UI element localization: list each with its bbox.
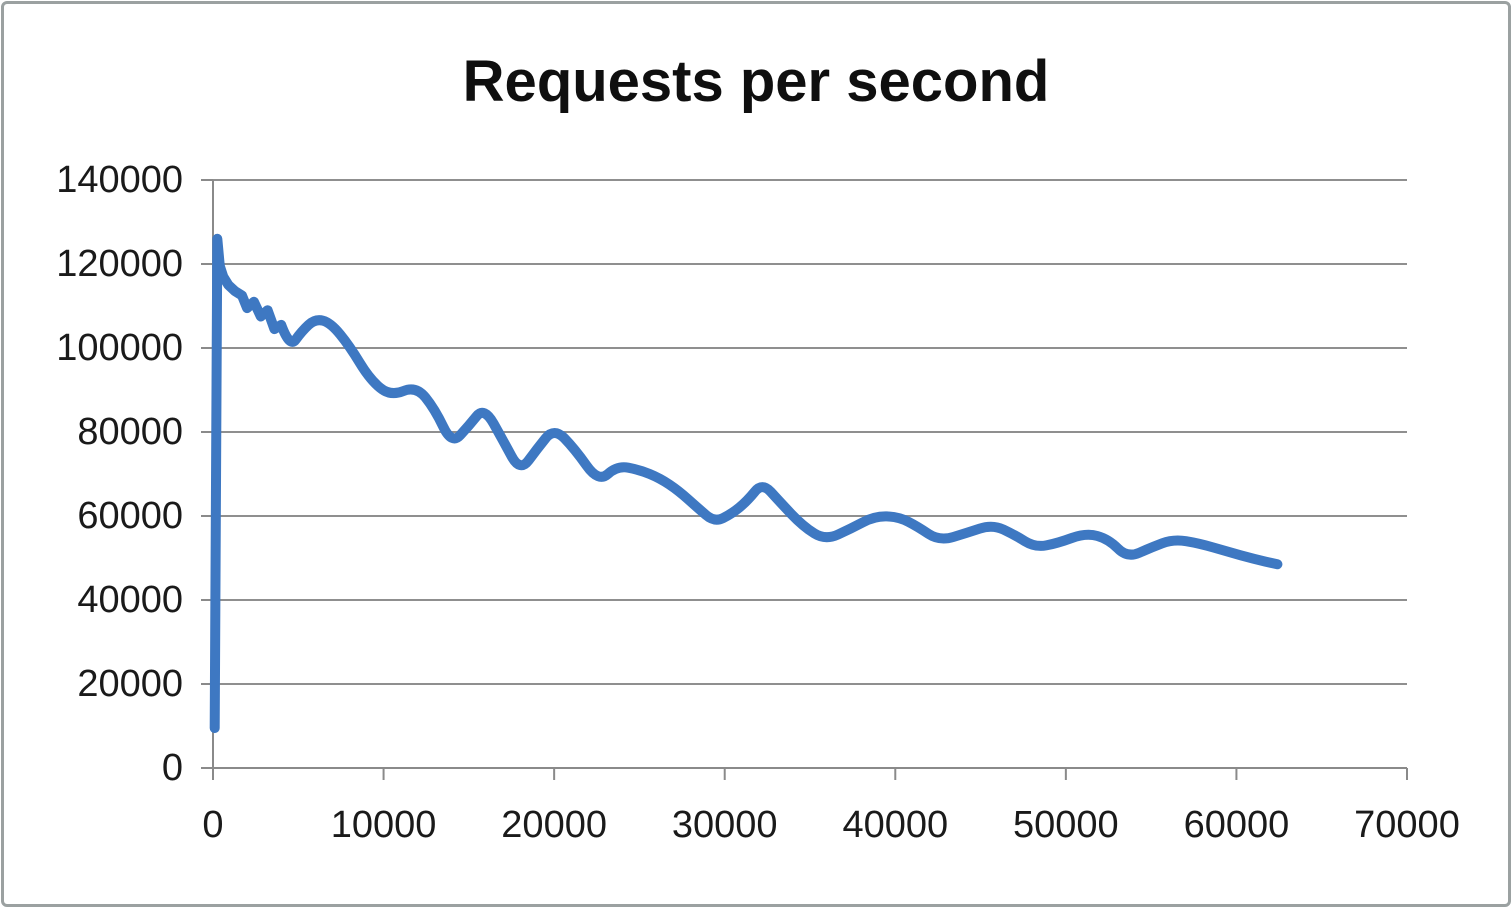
x-tick-label: 50000 <box>1013 804 1119 846</box>
y-tick-label: 120000 <box>56 243 183 285</box>
y-tick-label: 20000 <box>77 663 183 705</box>
series-line-requests-per-second <box>209 233 1283 734</box>
x-tick-label: 10000 <box>330 804 437 846</box>
x-tick-label: 70000 <box>1354 804 1460 846</box>
x-tick-label: 20000 <box>501 804 607 846</box>
y-tick-label: 80000 <box>77 411 183 453</box>
y-tick-label: 140000 <box>56 159 183 201</box>
x-tick-label: 40000 <box>842 804 949 846</box>
chart-title: Requests per second <box>462 49 1050 114</box>
x-tick-label: 30000 <box>671 804 778 846</box>
x-tick-label: 60000 <box>1183 804 1290 846</box>
y-tick-label: 100000 <box>56 327 183 369</box>
y-tick-label: 40000 <box>77 579 183 621</box>
x-tick-label: 0 <box>202 804 224 846</box>
y-tick-label: 60000 <box>77 495 183 537</box>
y-tick-label: 0 <box>161 747 183 789</box>
